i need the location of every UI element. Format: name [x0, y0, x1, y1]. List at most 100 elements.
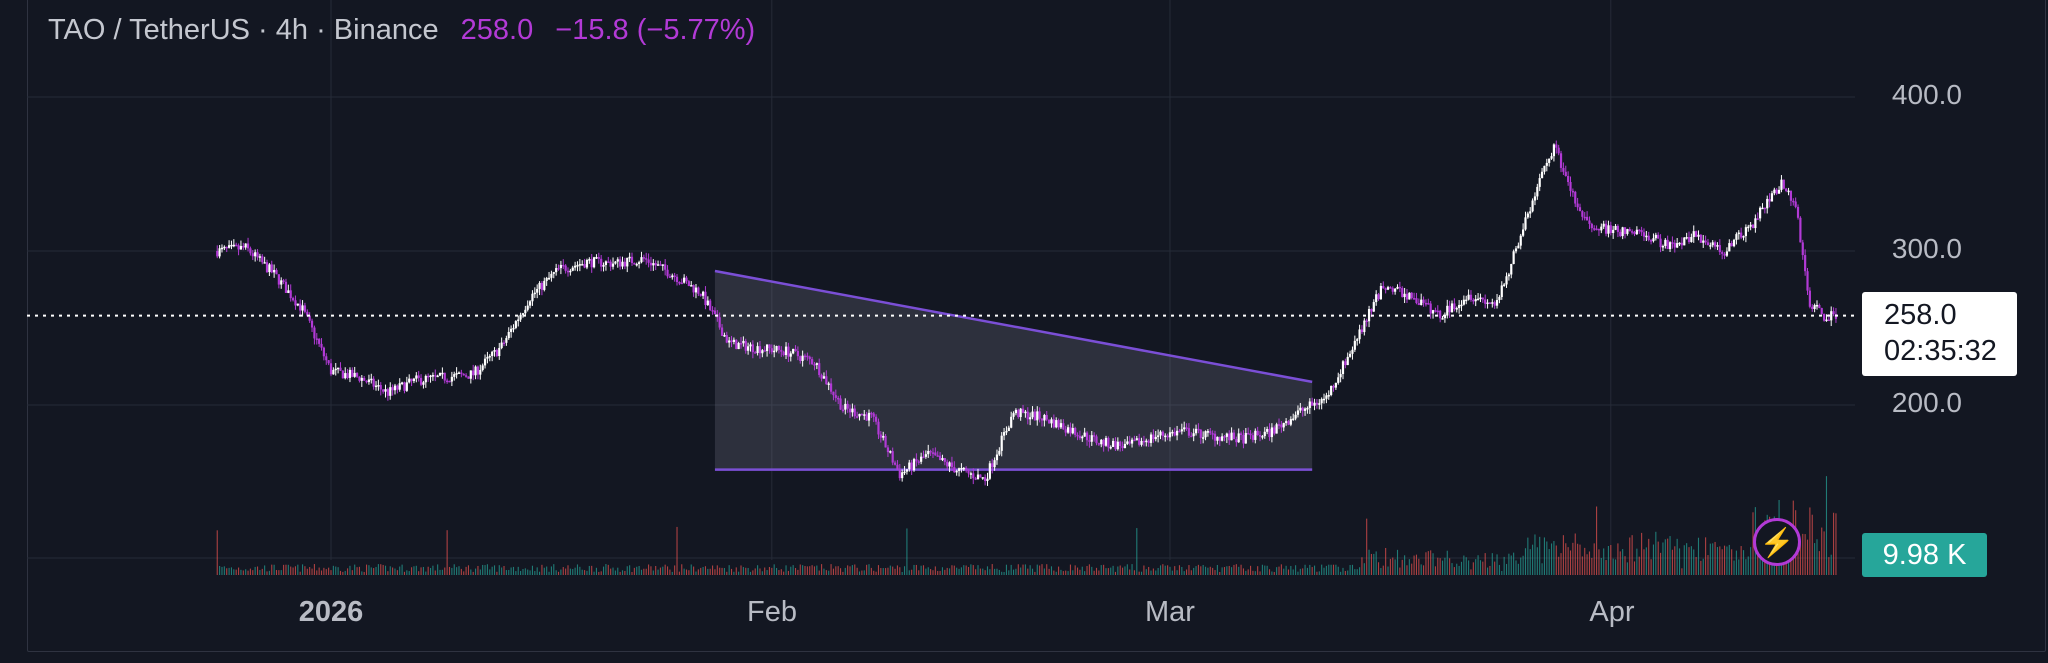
candle-body	[934, 452, 937, 456]
candle-body	[1813, 305, 1816, 310]
candle-body	[391, 387, 394, 391]
candle-body	[507, 331, 510, 339]
lightning-icon: ⚡	[1759, 526, 1795, 558]
candle-body	[770, 348, 773, 353]
candle-body	[735, 339, 738, 350]
candle-body	[979, 474, 982, 478]
candle-body	[645, 258, 648, 260]
symbol-header: TAO / TetherUS · 4h · Binance 258.0 −15.…	[48, 10, 755, 50]
candle-body	[216, 251, 219, 257]
candle-body	[704, 291, 707, 306]
candle-body	[379, 385, 382, 390]
candle-body	[1311, 401, 1314, 406]
candle-body	[1202, 437, 1205, 439]
candle-body	[581, 264, 584, 266]
candle-body	[341, 370, 344, 379]
volume-bars	[216, 476, 1837, 575]
candle-body	[1692, 231, 1695, 238]
candle-body	[1007, 427, 1010, 431]
triangle-pattern-drawing[interactable]	[714, 269, 1313, 471]
candle-body	[1747, 226, 1750, 229]
candle-body	[1621, 227, 1624, 237]
candle-body	[1341, 361, 1345, 375]
candle-body	[1631, 231, 1634, 233]
candle-body	[1491, 302, 1494, 304]
candle-body	[1806, 271, 1809, 291]
candle-body	[808, 356, 811, 360]
candle-body	[367, 379, 371, 383]
candle-body	[1503, 284, 1506, 286]
candle-body	[1296, 410, 1300, 415]
candle-body	[1559, 153, 1563, 168]
candle-body	[327, 360, 330, 364]
candle-body	[1398, 286, 1401, 289]
candle-body	[960, 468, 963, 470]
candle-body	[706, 300, 709, 306]
candle-body	[903, 471, 906, 474]
candle-body	[1142, 440, 1146, 443]
candle-body	[1545, 162, 1548, 166]
candle-body	[557, 268, 560, 270]
candle-body	[296, 303, 299, 306]
candle-body	[1391, 288, 1394, 292]
candle-body	[756, 346, 759, 353]
candle-body	[1130, 439, 1134, 444]
candle-body	[872, 413, 875, 417]
candle-body	[1744, 227, 1747, 237]
candle-body	[1441, 318, 1444, 320]
candle-body	[1256, 430, 1259, 436]
candle-body	[1429, 303, 1432, 314]
candle-body	[898, 469, 901, 479]
candle-body	[609, 261, 612, 267]
candle-body	[464, 375, 468, 377]
candle-body	[403, 382, 406, 391]
candle-body	[1346, 356, 1349, 366]
candle-body	[1500, 285, 1503, 298]
candle-body	[718, 317, 721, 328]
candle-body	[251, 253, 254, 257]
candle-body	[1431, 310, 1435, 314]
candle-body	[623, 261, 626, 267]
candle-body	[1649, 240, 1653, 242]
candle-body	[626, 257, 629, 267]
candle-body	[1552, 144, 1556, 157]
candle-body	[922, 456, 925, 459]
candle-body	[1453, 303, 1456, 309]
candle-body	[884, 435, 887, 448]
candle-body	[1602, 223, 1605, 227]
candle-body	[1676, 243, 1679, 248]
candle-body	[1168, 432, 1172, 438]
symbol-label[interactable]: TAO / TetherUS · 4h · Binance	[48, 14, 439, 46]
candle-body	[1147, 440, 1150, 443]
candle-body	[479, 369, 482, 375]
candle-body	[633, 263, 636, 265]
candle-body	[1657, 234, 1660, 239]
candle-body	[1773, 189, 1776, 194]
candle-body	[1247, 433, 1250, 435]
candle-body	[984, 477, 987, 482]
candle-body	[1285, 421, 1288, 423]
candle-body	[1519, 235, 1522, 246]
candle-body	[1647, 235, 1650, 241]
candle-body	[1000, 435, 1003, 451]
candle-body	[1242, 435, 1245, 444]
candle-body	[344, 373, 347, 379]
candle-body	[446, 380, 449, 383]
candle-body	[441, 372, 444, 375]
candle-body	[787, 346, 790, 357]
flash-button[interactable]: ⚡	[1753, 518, 1801, 566]
candle-body	[955, 470, 958, 473]
candle-body	[227, 245, 231, 248]
candle-body	[1479, 297, 1482, 300]
candle-body	[1555, 144, 1558, 148]
candle-body	[1360, 329, 1364, 333]
candle-body	[600, 258, 603, 267]
candle-body	[519, 314, 522, 320]
candle-body	[1683, 237, 1686, 246]
candle-body	[981, 477, 984, 479]
candle-body	[1571, 190, 1574, 193]
candle-body	[1785, 188, 1788, 191]
candle-body	[1394, 288, 1397, 292]
candle-body	[1529, 211, 1532, 214]
